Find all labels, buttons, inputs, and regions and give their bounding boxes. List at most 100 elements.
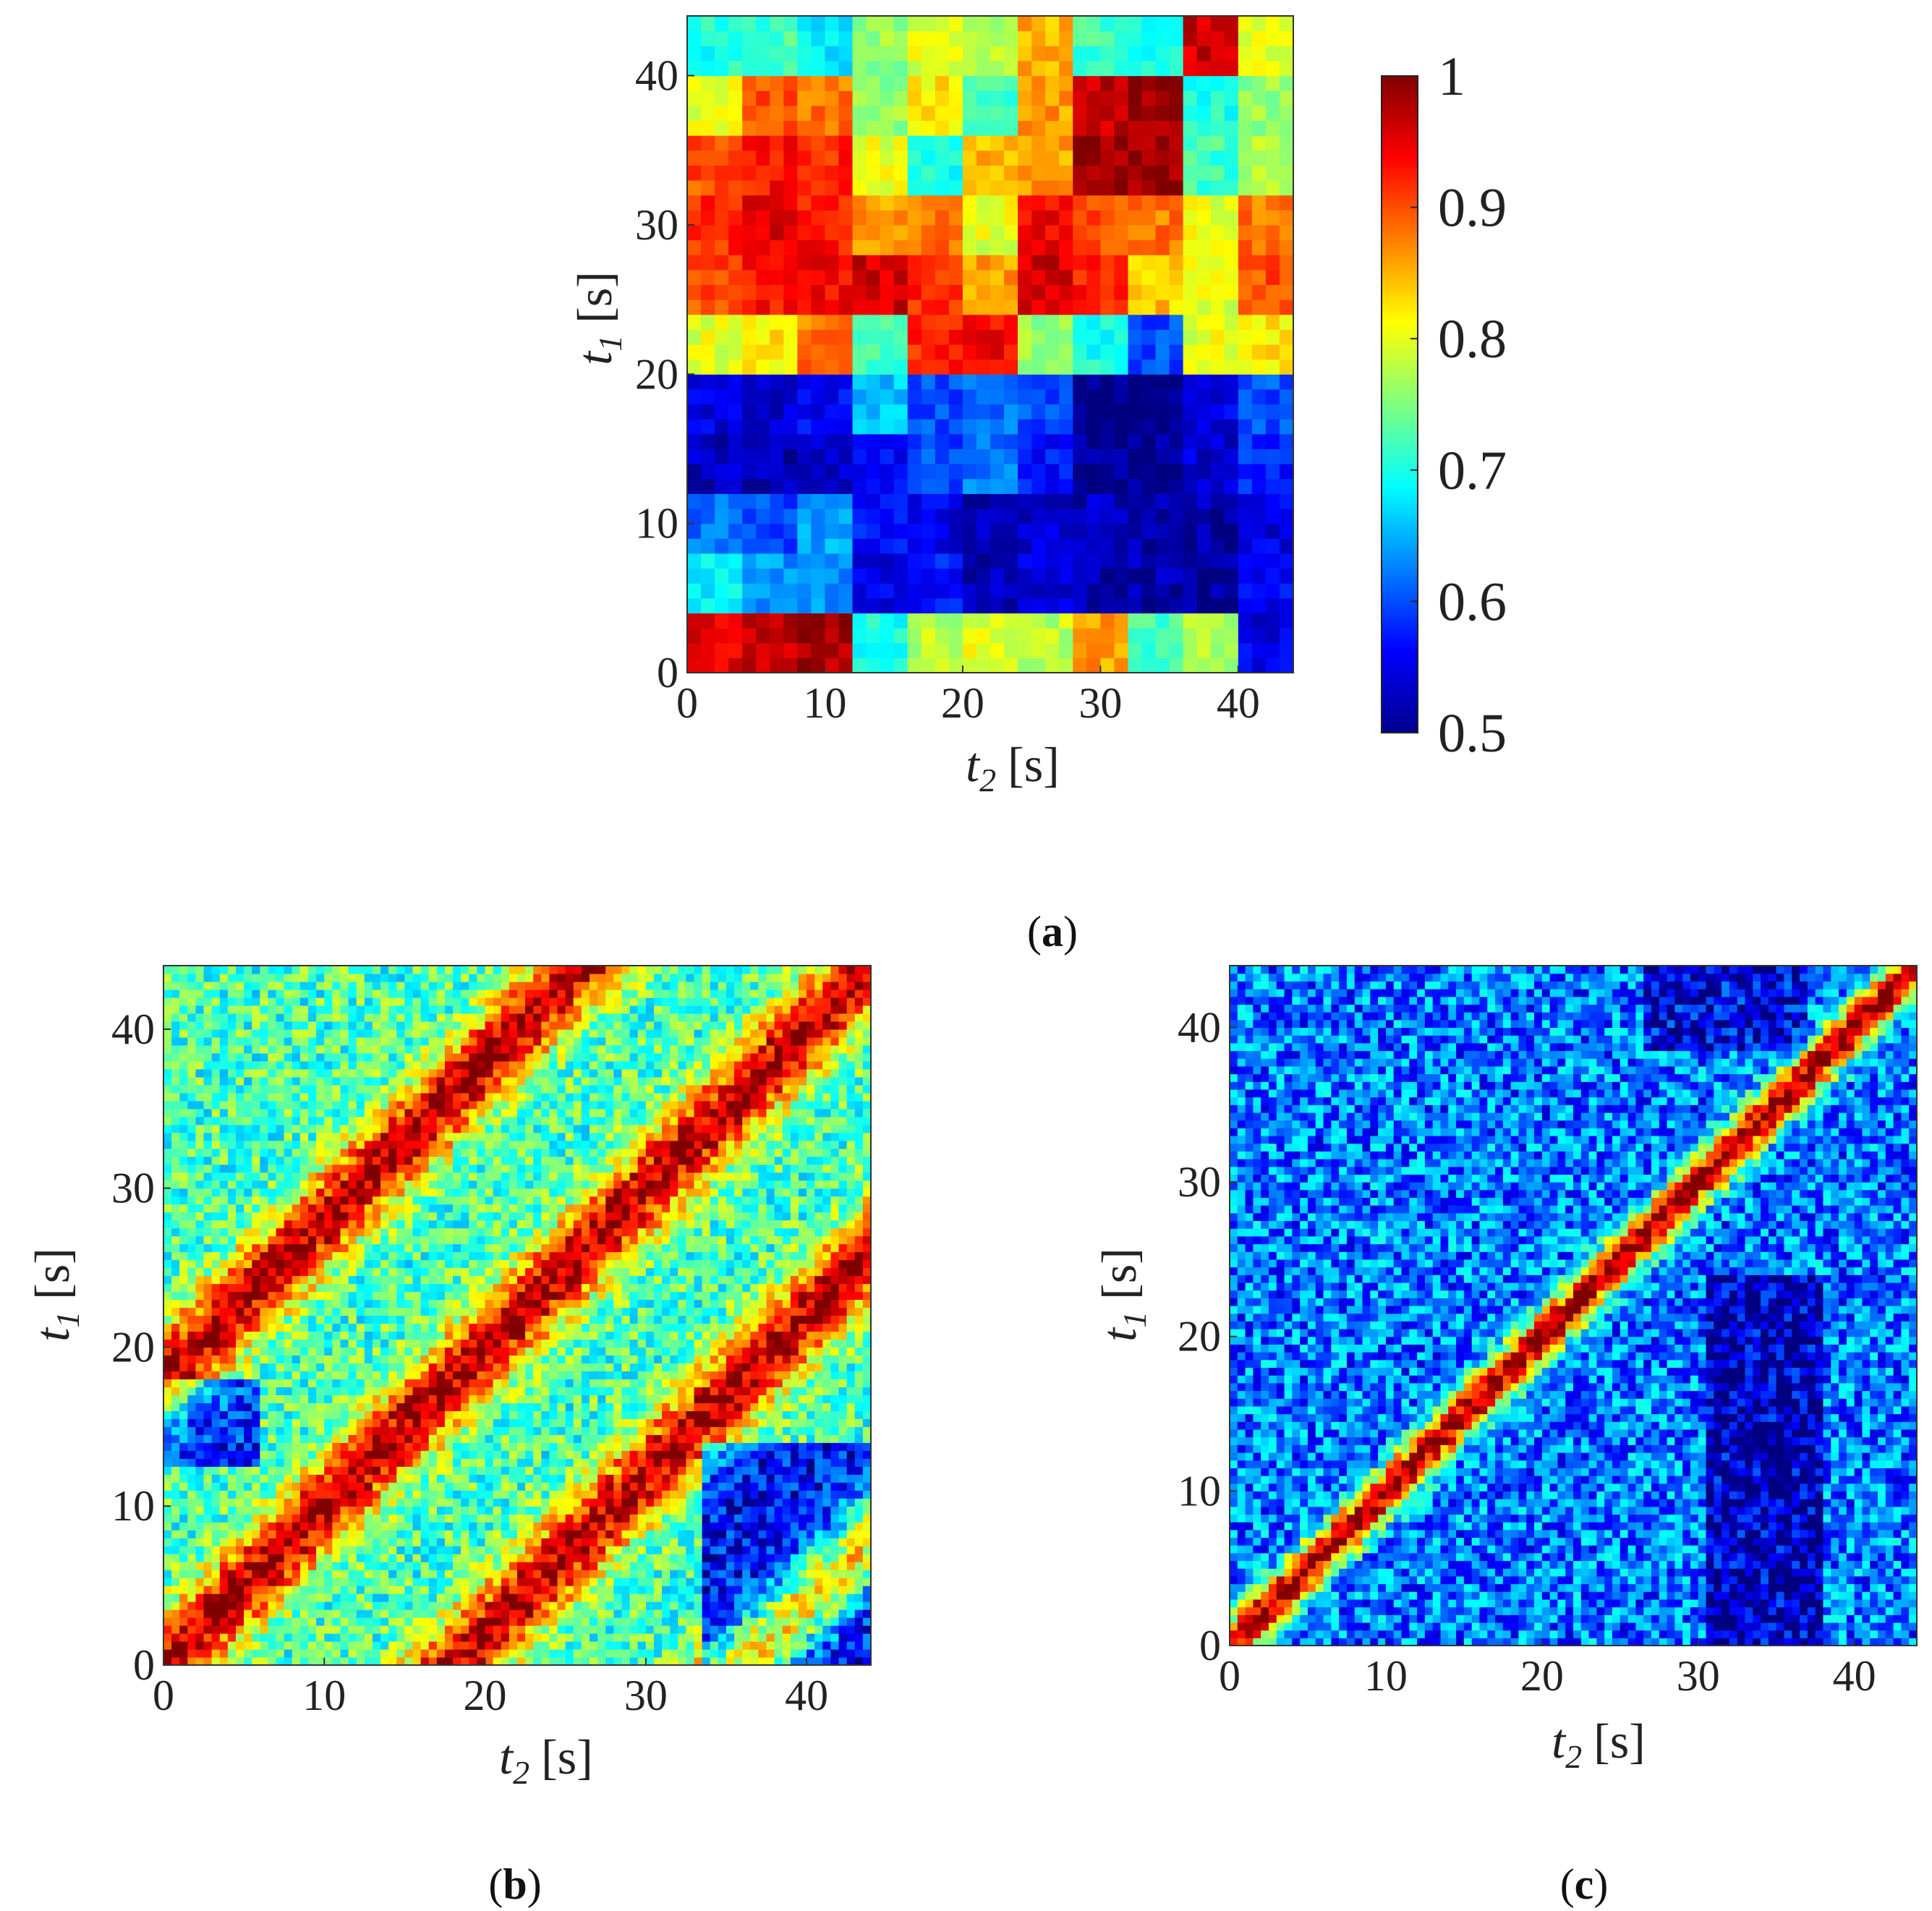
heatmap-b-cell bbox=[372, 1299, 381, 1308]
heatmap-b-cell bbox=[284, 1609, 293, 1618]
heatmap-a-cell bbox=[1100, 329, 1115, 345]
heatmap-a-cell bbox=[880, 30, 895, 46]
heatmap-b-cell bbox=[203, 1204, 213, 1213]
heatmap-b-cell bbox=[211, 1092, 221, 1102]
heatmap-b-cell bbox=[388, 1617, 397, 1626]
heatmap-a-cell bbox=[1224, 30, 1239, 46]
heatmap-b-cell bbox=[299, 1641, 309, 1650]
heatmap-a-cell bbox=[838, 284, 854, 300]
heatmap-a-cell bbox=[990, 628, 1005, 644]
heatmap-b-cell bbox=[211, 1220, 221, 1229]
heatmap-b-cell bbox=[372, 1379, 381, 1387]
heatmap-b-cell bbox=[252, 1060, 260, 1070]
heatmap-b-cell bbox=[260, 1037, 269, 1046]
heatmap-b-cell bbox=[260, 1371, 269, 1380]
heatmap-a-cell bbox=[756, 329, 770, 345]
heatmap-b-cell bbox=[412, 1323, 422, 1332]
heatmap-b-cell bbox=[268, 1657, 277, 1666]
heatmap-a-cell bbox=[742, 568, 757, 584]
heatmap-a-cell bbox=[1251, 165, 1267, 181]
heatmap-b-cell bbox=[260, 1283, 269, 1293]
heatmap-b-cell bbox=[316, 1052, 325, 1062]
heatmap-a-cell bbox=[811, 60, 826, 77]
heatmap-b-cell bbox=[171, 1315, 180, 1324]
heatmap-b-cell bbox=[276, 1474, 285, 1483]
heatmap-b-cell bbox=[428, 1291, 438, 1301]
heatmap-b-cell bbox=[348, 1100, 357, 1110]
heatmap-b-cell bbox=[428, 1418, 438, 1427]
heatmap-b-cell bbox=[219, 1522, 229, 1531]
heatmap-b-cell bbox=[396, 1434, 406, 1443]
heatmap-b-cell bbox=[340, 1291, 349, 1301]
heatmap-b-cell bbox=[284, 1514, 293, 1523]
heatmap-b-cell bbox=[420, 1315, 430, 1324]
heatmap-b-cell bbox=[404, 1450, 414, 1459]
heatmap-b-cell bbox=[268, 1044, 277, 1054]
heatmap-a-cell bbox=[811, 613, 826, 629]
heatmap-a-cell bbox=[962, 60, 977, 77]
heatmap-a-cell bbox=[1045, 329, 1060, 345]
heatmap-b-cell bbox=[372, 1554, 381, 1562]
heatmap-a-cell bbox=[935, 165, 950, 181]
heatmap-a-cell bbox=[742, 374, 757, 390]
heatmap-b-cell bbox=[268, 1625, 277, 1634]
heatmap-a-cell bbox=[1224, 165, 1239, 181]
heatmap-a-cell bbox=[907, 299, 922, 315]
heatmap-b-cell bbox=[308, 1029, 317, 1038]
heatmap-b-cell bbox=[436, 1625, 446, 1634]
heatmap-b-cell bbox=[404, 1212, 414, 1221]
heatmap-b-cell bbox=[348, 1227, 357, 1237]
heatmap-b-cell bbox=[340, 1570, 349, 1578]
heatmap-b-cell bbox=[348, 1275, 357, 1285]
heatmap-b-cell bbox=[236, 1021, 244, 1030]
heatmap-a-cell bbox=[1183, 105, 1198, 122]
heatmap-a-cell bbox=[1114, 359, 1129, 375]
heatmap-a-cell bbox=[935, 388, 950, 405]
heatmap-b-cell bbox=[348, 1148, 357, 1157]
heatmap-b-cell bbox=[340, 1331, 349, 1340]
heatmap-b-cell bbox=[244, 1546, 252, 1554]
heatmap-b-cell bbox=[291, 1227, 301, 1237]
heatmap-b-cell bbox=[179, 1283, 188, 1293]
heatmap-a-cell bbox=[756, 195, 770, 210]
heatmap-a-cell bbox=[1059, 583, 1073, 599]
heatmap-b-cell bbox=[404, 1339, 414, 1348]
heatmap-b-cell bbox=[420, 1355, 430, 1364]
heatmap-b-cell bbox=[276, 1124, 285, 1133]
heatmap-b-cell bbox=[227, 1426, 237, 1435]
heatmap-b-cell bbox=[332, 1506, 341, 1515]
heatmap-a-cell bbox=[770, 344, 784, 360]
heatmap-b-cell bbox=[203, 1148, 213, 1157]
heatmap-b-cell bbox=[179, 1387, 188, 1395]
heatmap-b-cell bbox=[308, 1649, 317, 1658]
heatmap-b-cell bbox=[340, 1299, 349, 1308]
heatmap-a-cell bbox=[687, 150, 702, 166]
heatmap-b-cell bbox=[340, 1514, 349, 1523]
heatmap-b-cell bbox=[203, 1005, 213, 1014]
heatmap-a-cell bbox=[1279, 210, 1294, 226]
heatmap-b-cell bbox=[316, 1347, 325, 1356]
heatmap-b-cell bbox=[420, 1578, 430, 1586]
heatmap-b-cell bbox=[348, 1347, 357, 1356]
heatmap-a-cell bbox=[1031, 583, 1046, 599]
heatmap-b-cell bbox=[260, 1267, 269, 1277]
heatmap-b-cell bbox=[187, 1315, 197, 1324]
heatmap-b-cell bbox=[211, 1570, 221, 1578]
heatmap-a-cell bbox=[1004, 165, 1018, 181]
heatmap-a-cell bbox=[1114, 374, 1129, 390]
heatmap-a-cell bbox=[1141, 464, 1157, 480]
heatmap-b-cell bbox=[372, 981, 381, 990]
heatmap-a-cell bbox=[935, 239, 950, 255]
heatmap-b-cell bbox=[291, 973, 301, 982]
heatmap-b-cell bbox=[284, 1387, 293, 1395]
heatmap-a-cell bbox=[687, 16, 702, 32]
heatmap-b-cell bbox=[203, 1116, 213, 1125]
heatmap-a-cell bbox=[1169, 538, 1184, 554]
heatmap-b-cell bbox=[388, 1379, 397, 1387]
heatmap-b-cell bbox=[332, 1442, 341, 1451]
heatmap-b-cell bbox=[356, 1339, 365, 1348]
heatmap-a-cell bbox=[742, 210, 757, 226]
heatmap-a-cell bbox=[1265, 314, 1280, 330]
heatmap-b-cell bbox=[203, 1395, 213, 1403]
heatmap-b-cell bbox=[244, 973, 252, 982]
